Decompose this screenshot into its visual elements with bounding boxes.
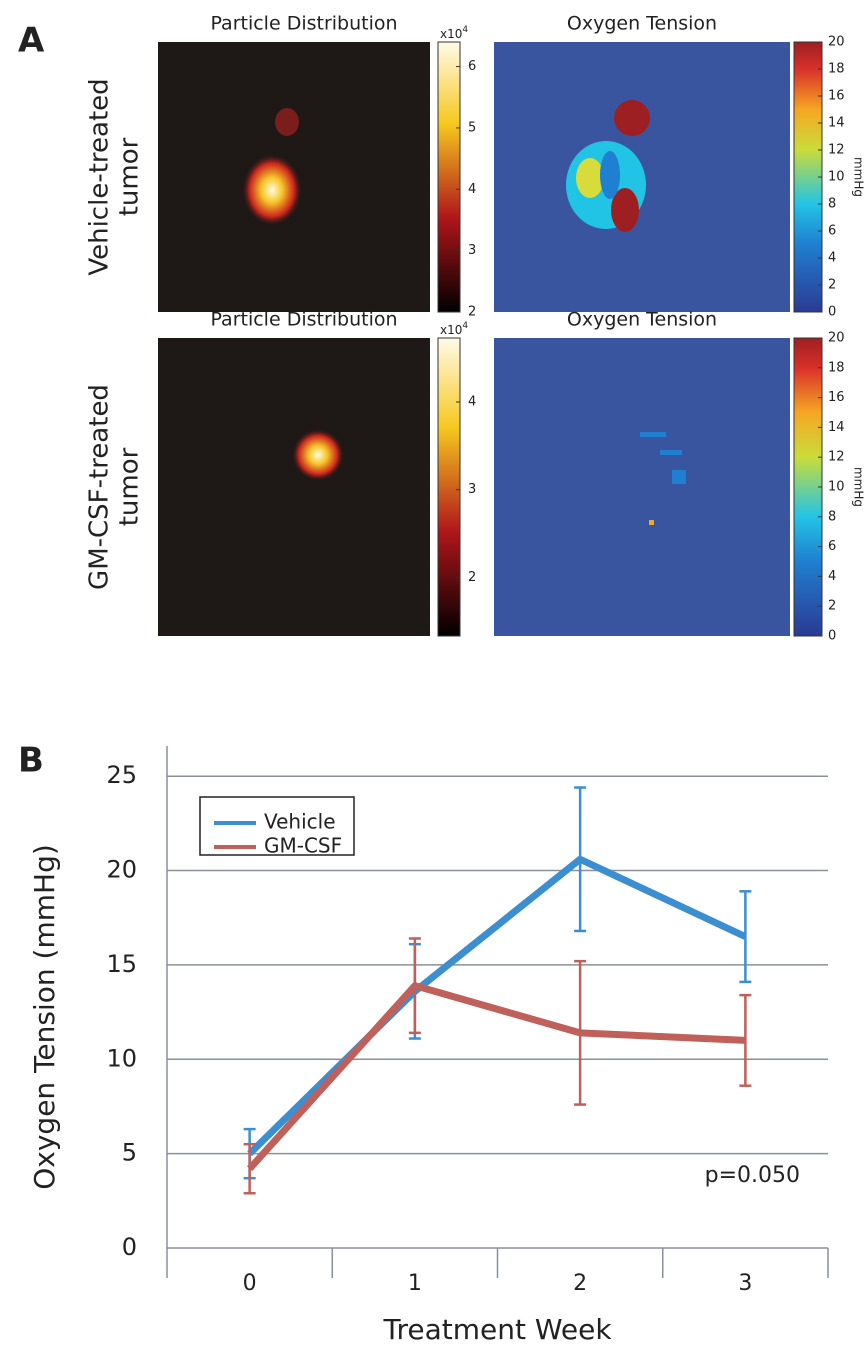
colorbar-tick-label: 2 bbox=[828, 599, 836, 614]
colorbar-tick-label: 2 bbox=[468, 570, 476, 585]
colorbar-tick-label: 16 bbox=[828, 89, 845, 104]
figure: A B Vehicle-treatedtumorParticle Distrib… bbox=[0, 0, 868, 1349]
colorbar-tick-label: 0 bbox=[828, 305, 836, 320]
row-label: GM-CSF-treated bbox=[85, 384, 115, 590]
colorbar-tick-label: 20 bbox=[828, 35, 845, 50]
colorbar-tick-label: 4 bbox=[468, 394, 476, 409]
image-title: Particle Distribution bbox=[210, 13, 397, 35]
x-tick-label: 1 bbox=[408, 1271, 422, 1296]
colorbar-tick-label: 3 bbox=[468, 243, 476, 258]
oxygen-region bbox=[614, 100, 650, 136]
row-label: tumor bbox=[115, 137, 145, 216]
legend-label: Vehicle bbox=[264, 810, 336, 834]
colorbar-tick-label: 18 bbox=[828, 360, 845, 375]
image-title: Oxygen Tension bbox=[567, 309, 717, 331]
colorbar-tick-label: 18 bbox=[828, 62, 845, 77]
y-tick-label: 20 bbox=[106, 856, 137, 884]
multiplier-exponent: 4 bbox=[462, 25, 468, 35]
colorbar-tick-label: 20 bbox=[828, 331, 845, 346]
colorbar-tick-label: 10 bbox=[828, 170, 845, 185]
oxygen-region bbox=[576, 158, 604, 198]
colorbar-tick-label: 8 bbox=[828, 509, 836, 524]
y-tick-label: 10 bbox=[106, 1044, 137, 1072]
images bbox=[158, 42, 822, 636]
particle-image bbox=[158, 338, 430, 636]
oxygen-image bbox=[494, 338, 790, 636]
y-tick-label: 25 bbox=[106, 761, 137, 789]
colorbar-tick-label: 8 bbox=[828, 197, 836, 212]
colorbar-tick-label: 4 bbox=[468, 182, 476, 197]
legend-label: GM-CSF bbox=[264, 834, 342, 858]
colorbar-tick-label: 16 bbox=[828, 390, 845, 405]
colorbar-tick-label: 3 bbox=[468, 482, 476, 497]
colorbar-tick-label: 6 bbox=[468, 59, 476, 74]
colorbar-tick-label: 2 bbox=[468, 305, 476, 320]
oxygen-region bbox=[660, 450, 682, 455]
oxygen-region bbox=[600, 151, 620, 199]
colorbar-multiplier: x104 bbox=[440, 321, 468, 337]
colorbar-tick-label: 0 bbox=[828, 629, 836, 644]
y-axis-label: Oxygen Tension (mmHg) bbox=[28, 844, 61, 1190]
colorbar-tick-label: 4 bbox=[828, 569, 836, 584]
oxygen-region bbox=[649, 520, 654, 525]
y-tick-label: 5 bbox=[122, 1139, 137, 1167]
colorbar-multiplier: x104 bbox=[440, 25, 468, 41]
colorbar-tick-label: 6 bbox=[828, 224, 836, 239]
row-label: tumor bbox=[115, 447, 145, 526]
colorbar-unit: mmHg bbox=[852, 157, 866, 197]
colorbar bbox=[438, 338, 460, 636]
colorbar-tick-label: 10 bbox=[828, 480, 845, 495]
colorbar bbox=[794, 338, 822, 636]
x-axis-label: Treatment Week bbox=[382, 1313, 612, 1346]
colorbar-tick-label: 12 bbox=[828, 450, 845, 465]
colorbar-tick-label: 14 bbox=[828, 116, 845, 131]
x-tick-label: 3 bbox=[738, 1271, 752, 1296]
colorbar-tick-label: 4 bbox=[828, 251, 836, 266]
image-title: Oxygen Tension bbox=[567, 13, 717, 35]
colorbar-tick-label: 6 bbox=[828, 539, 836, 554]
particle-blob bbox=[242, 154, 302, 226]
y-tick-label: 15 bbox=[106, 950, 137, 978]
colorbar-tick-label: 5 bbox=[468, 120, 476, 135]
multiplier-exponent: 4 bbox=[462, 321, 468, 331]
row-label: Vehicle-treated bbox=[85, 78, 115, 275]
annotation: p=0.050 bbox=[705, 1163, 800, 1188]
x-tick-label: 0 bbox=[243, 1271, 257, 1296]
multiplier-base: x10 bbox=[440, 27, 462, 41]
particle-blob bbox=[292, 429, 344, 481]
oxygen-region bbox=[672, 470, 686, 484]
colorbar-tick-label: 14 bbox=[828, 420, 845, 435]
x-tick-label: 2 bbox=[573, 1271, 587, 1296]
particle-blob bbox=[275, 108, 299, 136]
colorbar-tick-label: 2 bbox=[828, 278, 836, 293]
colorbar bbox=[438, 42, 460, 312]
y-tick-label: 0 bbox=[122, 1233, 137, 1261]
colorbar bbox=[794, 42, 822, 312]
image-title: Particle Distribution bbox=[210, 309, 397, 331]
colorbar-unit: mmHg bbox=[852, 467, 866, 507]
colorbar-tick-label: 12 bbox=[828, 143, 845, 158]
panel-label: B bbox=[18, 741, 44, 781]
multiplier-base: x10 bbox=[440, 323, 462, 337]
oxygen-region bbox=[640, 432, 666, 437]
panel-label: A bbox=[18, 21, 45, 61]
